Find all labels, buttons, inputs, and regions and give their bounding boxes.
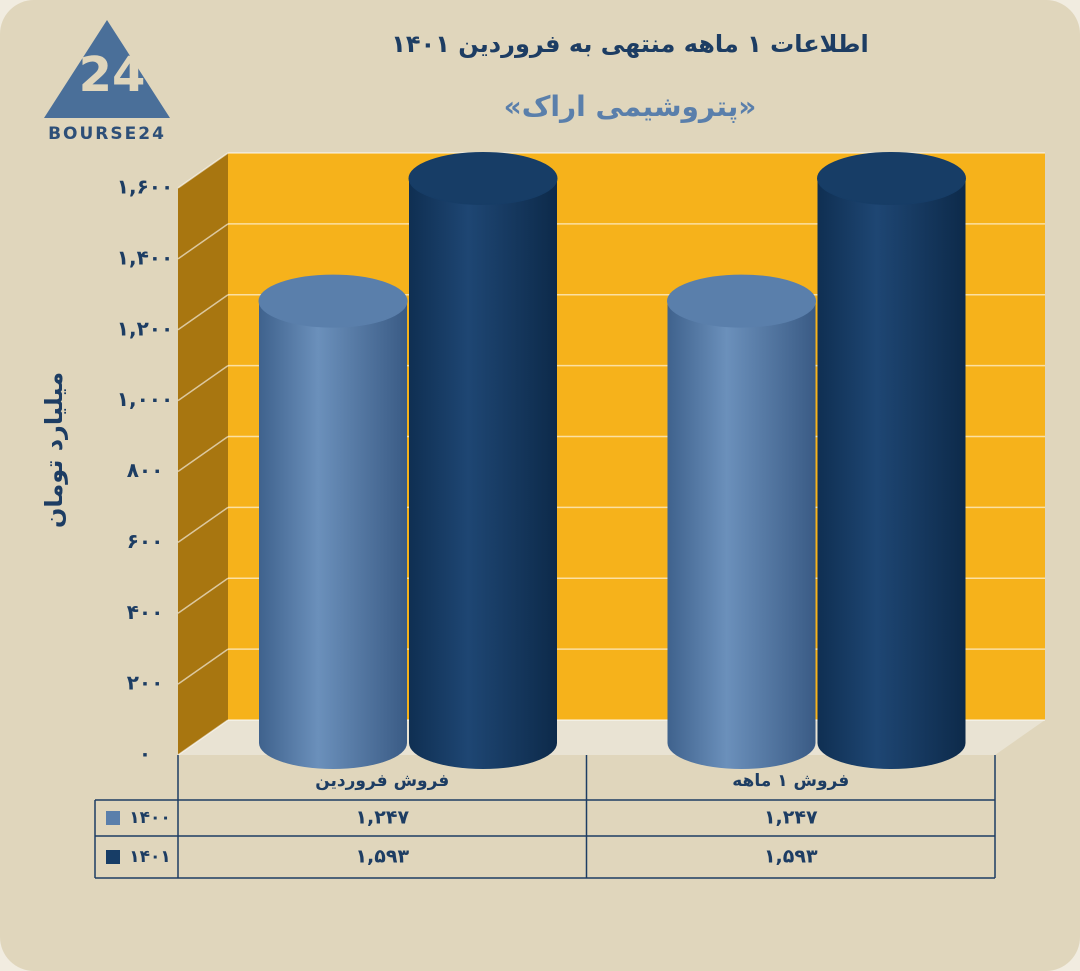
table-value: ۱,۲۴۷ xyxy=(764,807,818,829)
table-value: ۱,۵۹۳ xyxy=(355,846,409,868)
grid-line-side xyxy=(177,294,229,331)
x-tick-label: فروش ۱ ماهه xyxy=(732,771,849,791)
cylinder-body xyxy=(667,301,816,743)
y-axis-label: میلیارد تومان xyxy=(40,372,68,528)
y-tick-label: ۱,۴۰۰ xyxy=(117,245,173,269)
logo-text: BOURSE24 xyxy=(48,124,166,144)
y-tick-label: ۸۰۰ xyxy=(127,458,164,482)
y-tick-label: ۱,۲۰۰ xyxy=(117,316,173,340)
cylinder-top xyxy=(258,274,408,328)
logo-mark: 24 xyxy=(79,47,146,103)
legend-label: ۱۴۰۰ xyxy=(129,808,171,828)
grid-line-side xyxy=(177,719,229,756)
cylinder-top xyxy=(408,151,558,205)
cylinder-top xyxy=(667,274,816,328)
cylinder xyxy=(817,151,966,769)
table-value: ۱,۲۴۷ xyxy=(355,807,409,829)
y-tick-label: ۲۰۰ xyxy=(127,671,164,695)
x-tick-label: فروش فروردین xyxy=(315,771,449,791)
cylinder xyxy=(258,274,408,769)
grid-line-side xyxy=(177,435,229,473)
cylinder-base xyxy=(667,717,816,769)
grid-line-side xyxy=(177,152,229,189)
cylinder-body xyxy=(817,178,966,744)
y-tick-label: ۱,۶۰۰ xyxy=(117,175,173,199)
y-tick-label: ۱,۰۰۰ xyxy=(117,387,173,411)
legend-swatch xyxy=(106,811,120,825)
legend-label: ۱۴۰۱ xyxy=(129,847,171,867)
cylinder xyxy=(667,274,816,769)
grid-line-side xyxy=(177,365,229,402)
y-tick-label: ۴۰۰ xyxy=(127,600,164,624)
cylinder-body xyxy=(409,178,557,744)
chart-title: اطلاعات ۱ ماهه منتهی به فروردین ۱۴۰۱ xyxy=(391,30,868,58)
cylinder-base xyxy=(817,717,966,769)
grid-line-side xyxy=(177,223,229,260)
legend-swatch xyxy=(106,850,120,864)
logo: 24 BOURSE24 xyxy=(44,20,170,144)
chart-subtitle: «پتروشیمی اراک» xyxy=(504,90,757,123)
cylinder-base xyxy=(259,717,407,769)
cylinder xyxy=(408,151,558,769)
table-value: ۱,۵۹۳ xyxy=(764,846,818,868)
grid-line-side xyxy=(177,506,229,543)
cylinder-body xyxy=(259,301,407,743)
grid-line-side xyxy=(177,577,229,614)
logo-triangle xyxy=(44,20,170,118)
grid-line-side xyxy=(177,648,229,685)
y-tick-label: ۰ xyxy=(139,742,151,766)
plot: ۰ ۲۰۰ ۴۰۰ ۶۰۰ ۸۰۰ ۱,۰۰۰ ۱,۲۰۰ ۱,۴۰۰ ۱,۶۰۰ فروش فر… xyxy=(94,151,1045,879)
cylinder-base xyxy=(409,717,557,769)
y-tick-label: ۶۰۰ xyxy=(127,529,164,553)
cylinder-top xyxy=(817,151,966,205)
